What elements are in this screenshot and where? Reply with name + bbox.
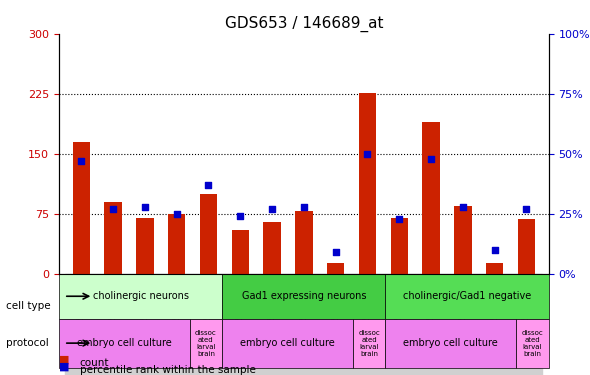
FancyBboxPatch shape [59,274,222,319]
Point [395,216,404,222]
Bar [224,274,256,375]
Bar [510,274,542,375]
Text: dissoc
ated
larval
brain: dissoc ated larval brain [358,330,380,357]
Bar [295,211,313,274]
Bar [136,218,153,274]
Bar [65,274,97,375]
Point [77,158,86,164]
Bar [391,218,408,274]
Bar [320,274,352,375]
Bar [517,219,535,274]
Text: ■: ■ [59,355,70,364]
Bar [199,194,217,274]
Text: cell type: cell type [6,301,51,310]
Bar [263,222,281,274]
Point [140,204,150,210]
FancyBboxPatch shape [189,319,222,368]
Bar [160,274,192,375]
Text: count: count [80,358,109,368]
Bar [288,274,320,375]
Bar [256,274,288,375]
FancyBboxPatch shape [385,319,516,368]
Bar [486,263,503,274]
Bar [359,93,376,274]
Bar [104,202,122,274]
Bar [422,122,440,274]
Text: embryo cell culture: embryo cell culture [240,338,335,348]
Bar [352,274,384,375]
Point [235,213,245,219]
Text: embryo cell culture: embryo cell culture [404,338,498,348]
Text: percentile rank within the sample: percentile rank within the sample [80,365,255,375]
Text: dissoc
ated
larval
brain: dissoc ated larval brain [522,330,543,357]
Text: dissoc
ated
larval
brain: dissoc ated larval brain [195,330,217,357]
Bar [192,274,224,375]
Title: GDS653 / 146689_at: GDS653 / 146689_at [225,16,383,32]
Bar [129,274,160,375]
Point [204,182,213,188]
FancyBboxPatch shape [516,319,549,368]
Point [363,151,372,157]
Bar [478,274,510,375]
Bar [327,263,345,274]
FancyBboxPatch shape [385,274,549,319]
Point [522,206,531,212]
Text: cholinergic neurons: cholinergic neurons [93,291,189,301]
Bar [384,274,415,375]
Point [299,204,309,210]
Bar [454,206,471,274]
Point [458,204,467,210]
FancyBboxPatch shape [222,274,385,319]
Point [331,249,340,255]
Bar [73,142,90,274]
Point [267,206,277,212]
Bar [447,274,478,375]
Text: cholinergic/Gad1 negative: cholinergic/Gad1 negative [403,291,531,301]
Bar [168,214,185,274]
FancyBboxPatch shape [59,319,189,368]
Point [109,206,118,212]
Text: Gad1 expressing neurons: Gad1 expressing neurons [241,291,366,301]
Bar [97,274,129,375]
FancyBboxPatch shape [353,319,385,368]
Text: embryo cell culture: embryo cell culture [77,338,172,348]
Text: protocol: protocol [6,338,48,348]
FancyBboxPatch shape [222,319,353,368]
Point [172,211,181,217]
Bar [415,274,447,375]
Text: ■: ■ [59,362,70,372]
Bar [231,230,249,274]
Point [490,247,499,253]
Point [427,156,436,162]
